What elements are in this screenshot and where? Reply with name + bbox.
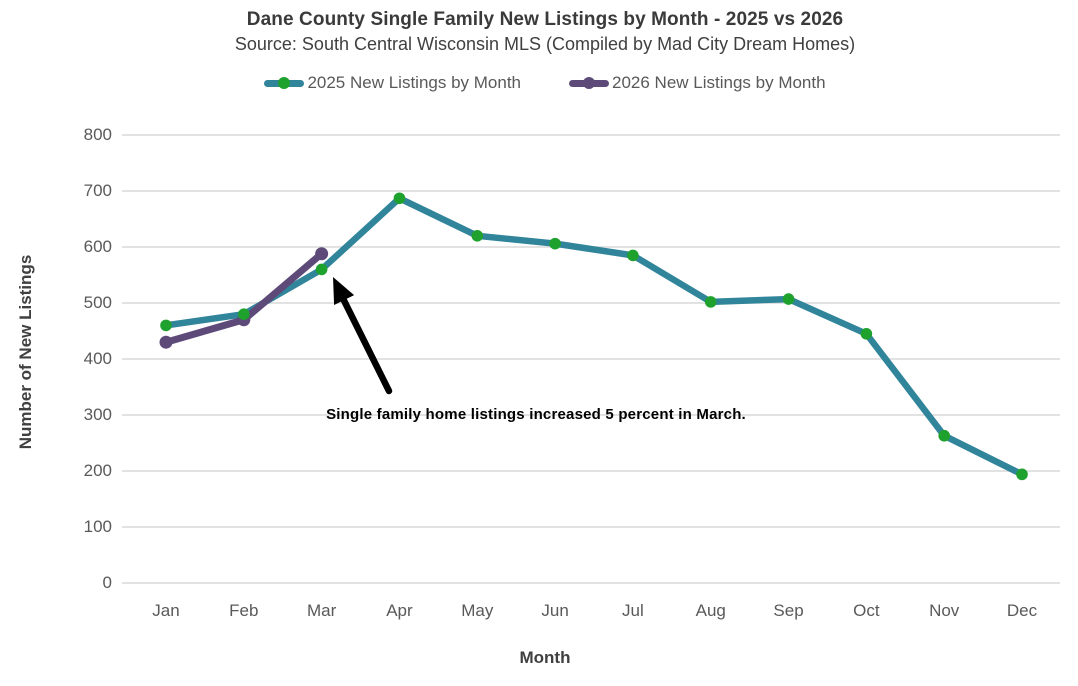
y-tick-label: 800 (83, 125, 112, 144)
x-tick-label: Jul (622, 601, 644, 620)
x-tick-label: Nov (929, 601, 960, 620)
y-tick-label: 500 (83, 293, 112, 312)
x-axis-title: Month (519, 648, 571, 667)
series-line-2025 (162, 195, 1026, 478)
x-tick-label: Dec (1006, 601, 1038, 620)
legend-label-2025: 2025 New Listings by Month (307, 73, 521, 92)
x-tick-label: Apr (386, 601, 413, 620)
data-point-marker-2025 (471, 230, 484, 242)
data-point-marker-2025 (393, 192, 406, 205)
data-point-marker-2025 (704, 296, 717, 308)
y-tick-label: 300 (83, 405, 112, 424)
legend-label-2026: 2026 New Listings by Month (612, 73, 826, 92)
x-tick-label: Feb (229, 601, 259, 620)
data-point-marker-2025 (782, 293, 795, 305)
series-line-2026 (162, 250, 326, 346)
x-tick-label: May (461, 601, 494, 620)
annotation-arrow-shaft (340, 297, 393, 395)
legend-line-marker-2025-icon (264, 77, 305, 89)
data-point-marker-2025 (315, 263, 328, 276)
x-tick-label: Jun (541, 601, 569, 620)
chart-title: Dane County Single Family New Listings b… (246, 9, 844, 30)
data-point-marker-2025 (1016, 468, 1028, 481)
data-point-marker-2025 (938, 429, 950, 442)
data-point-marker-2025 (238, 308, 250, 321)
legend: 2025 New Listings by Month 2026 New List… (0, 73, 1078, 93)
legend-item-2026: 2026 New Listings by Month (569, 73, 826, 93)
y-tick-label: 200 (83, 461, 112, 480)
data-point-marker-2025 (627, 249, 639, 262)
y-tick-label: 400 (83, 349, 112, 368)
annotation-arrow-head-icon (333, 277, 355, 305)
legend-line-marker-2026-icon (569, 77, 609, 89)
annotation-text: Single family home listings increased 5 … (326, 406, 746, 423)
legend-item-2025: 2025 New Listings by Month (264, 73, 521, 93)
data-point-marker-2025 (160, 319, 172, 332)
chart-subtitle: Source: South Central Wisconsin MLS (Com… (234, 34, 856, 54)
x-tick-label: Oct (853, 601, 880, 620)
data-point-marker-2026 (315, 247, 329, 261)
data-point-marker-2025 (860, 328, 873, 340)
y-tick-label: 700 (83, 181, 112, 200)
data-point-marker-2026 (159, 335, 173, 349)
y-tick-label: 600 (83, 237, 112, 256)
x-tick-label: Aug (695, 601, 726, 620)
data-point-marker-2025 (549, 237, 561, 250)
x-tick-label: Mar (306, 601, 337, 620)
y-tick-label: 0 (102, 573, 112, 592)
y-tick-label: 100 (83, 517, 112, 536)
x-tick-label: Sep (773, 601, 804, 620)
x-tick-label: Jan (152, 601, 180, 620)
